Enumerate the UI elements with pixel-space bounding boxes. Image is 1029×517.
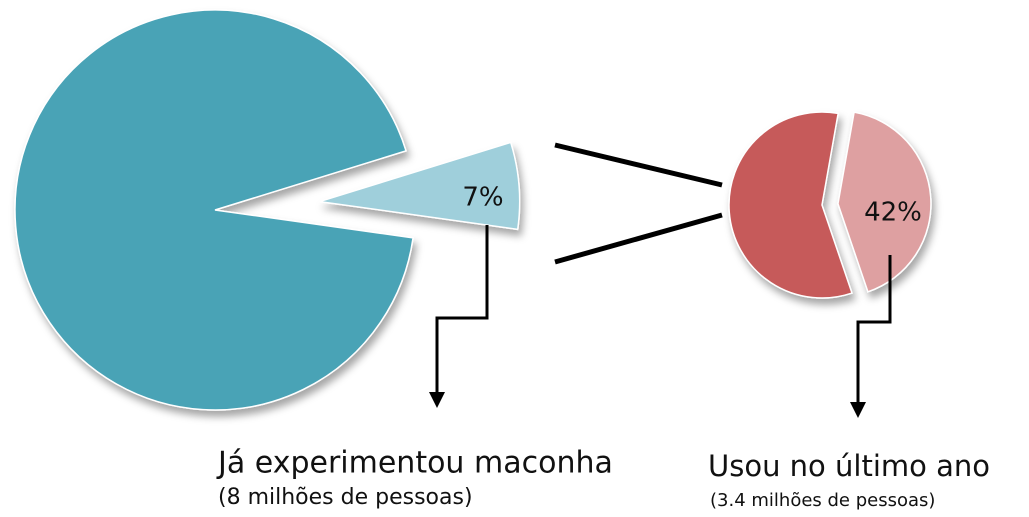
pie-slice: [14, 9, 414, 411]
arrow-head: [429, 392, 445, 408]
connector-line: [554, 212, 723, 265]
arrow-head: [850, 402, 866, 418]
annotation: Já experimentou maconha: [216, 446, 613, 481]
annotation: Usou no último ano: [708, 449, 990, 483]
arrow-line: [435, 225, 489, 395]
value-label: 42%: [864, 198, 922, 228]
pie-slice: [728, 111, 853, 299]
connector-line: [554, 142, 723, 188]
value-label: 7%: [462, 183, 503, 213]
pie-slice: [319, 141, 521, 231]
annotation: (3.4 milhões de pessoas): [710, 490, 935, 511]
arrow-line: [856, 255, 892, 405]
pies: 7% 42%: [14, 9, 932, 411]
annotation: (8 milhões de pessoas): [218, 485, 473, 510]
pie-slice: [837, 111, 932, 293]
